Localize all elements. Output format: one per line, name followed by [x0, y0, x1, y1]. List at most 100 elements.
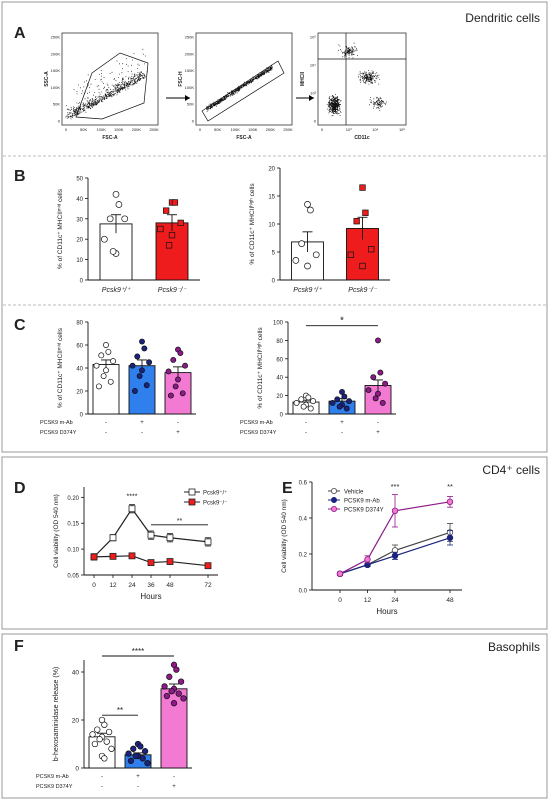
y-tick-label: 0 — [80, 413, 84, 419]
legend-marker — [188, 498, 196, 506]
x-category-label: Pcsk9⁻/⁻ — [158, 287, 188, 294]
y-axis-label: % of CD11c⁺ MHCIIᵐⁱᵈ cells — [56, 188, 64, 269]
data-point — [292, 257, 300, 264]
treatment-sign: - — [141, 430, 143, 436]
significance-label: ** — [447, 482, 453, 491]
flow-xtick-label: 0 — [65, 127, 68, 132]
treatment-sign: - — [105, 420, 107, 426]
significance-label: *** — [391, 482, 400, 491]
flow-gate — [75, 52, 149, 120]
y-tick-label: 15 — [268, 195, 275, 201]
gating-arrow-head — [309, 95, 314, 101]
data-point — [131, 388, 138, 394]
x-tick-label: 36 — [147, 582, 155, 589]
panel-letter-e: E — [282, 480, 293, 497]
data-point — [204, 538, 212, 546]
flow-xtick-label: 150K — [114, 127, 124, 132]
y-tick-label: 40 — [76, 197, 83, 203]
data-point — [307, 206, 314, 214]
y-tick-label: 0.0 — [299, 589, 308, 595]
y-tick-label: 60 — [76, 344, 83, 350]
legend-e: Vehicle PCSK9 m-Ab PCSK9 D374Y — [328, 487, 384, 514]
frame-dendritic — [1, 1, 548, 453]
y-tick-label: 20 — [76, 390, 83, 396]
data-point — [175, 690, 182, 697]
data-point — [101, 721, 108, 728]
flow-ytick-label: 200K — [51, 51, 61, 56]
y-tick-label: 0.6 — [299, 481, 308, 487]
data-point — [382, 380, 389, 387]
chart-D: 0.05 0.10 0.15 0.20 Cell viability (OD 540 n… — [53, 487, 227, 601]
data-point — [304, 201, 311, 208]
y-axis-label: % of CD11c⁺ MHCIIᵐⁱᵈ cells — [56, 327, 64, 408]
treatment-row-label: PCSK9 D374Y — [36, 784, 73, 790]
data-point — [300, 403, 307, 410]
x-tick-label: 72 — [204, 582, 212, 589]
legend-marker — [330, 496, 337, 503]
flow-xtick-label: 50K — [80, 127, 87, 132]
flow-plot-frame — [61, 32, 159, 126]
data-point — [177, 350, 184, 356]
treatment-sign: + — [172, 784, 176, 790]
y-tick-label: 40 — [72, 670, 80, 677]
treatment-sign: - — [137, 784, 139, 790]
data-point — [144, 760, 151, 767]
data-point — [129, 362, 136, 369]
legend-label: PCSK9 D374Y — [344, 508, 384, 514]
data-point — [110, 358, 117, 365]
data-point — [310, 398, 317, 405]
data-point — [139, 755, 146, 762]
y-tick-label: 10 — [268, 223, 275, 229]
flow-xtick-label: 150K — [248, 127, 258, 132]
significance-label: ** — [117, 706, 123, 715]
flow-events — [326, 42, 387, 117]
flow-ytick-label: 200K — [185, 51, 195, 56]
data-point — [293, 400, 300, 406]
data-point — [182, 362, 189, 369]
frame-basophils — [1, 633, 548, 799]
data-point — [165, 368, 172, 375]
data-point — [329, 400, 336, 406]
data-point — [168, 231, 176, 239]
treatment-sign: + — [140, 420, 144, 426]
data-point — [339, 388, 345, 395]
data-point — [136, 373, 143, 379]
treatment-sign: + — [376, 430, 380, 436]
gating-arrow-head — [185, 95, 190, 101]
treatment-sign: - — [377, 420, 379, 426]
data-point — [175, 376, 181, 383]
x-category-label: Pcsk9⁻/⁻ — [348, 287, 378, 294]
y-tick-label: 5 — [272, 251, 276, 257]
data-point — [304, 262, 311, 270]
y-tick-label: 0 — [75, 766, 79, 773]
flow-ytick-label: 150K — [185, 68, 195, 73]
data-point — [166, 673, 173, 680]
significance-label: **** — [127, 493, 138, 500]
data-point — [103, 367, 109, 374]
flow-xtick-label: 10⁵ — [399, 127, 405, 132]
legend-label: Pcsk9⁻/⁻ — [203, 501, 227, 507]
x-axis-label: Hours — [140, 592, 161, 601]
section-title-basophils: Basophils — [488, 640, 540, 654]
data-point — [161, 683, 168, 690]
flow-xtick-label: 100K — [97, 127, 107, 132]
legend-d: Pcsk9⁺/⁺ Pcsk9⁻/⁻ — [184, 488, 227, 507]
legend-label: Pcsk9⁺/⁺ — [203, 490, 227, 497]
treatment-row-label: PCSK9 D374Y — [240, 430, 277, 436]
data-point — [105, 728, 113, 736]
y-tick-label: 40 — [276, 376, 283, 382]
data-point — [137, 743, 144, 750]
y-tick-label: 80 — [76, 321, 83, 327]
flow-xaxis-label: FSC-A — [102, 135, 118, 141]
flow-xtick-label: 100K — [231, 127, 241, 132]
series-line — [339, 537, 451, 575]
y-tick-label: 0.2 — [299, 553, 308, 559]
data-point — [359, 262, 366, 270]
flow-plot-frame — [317, 32, 407, 126]
data-point — [125, 750, 132, 757]
series-line — [339, 501, 451, 575]
data-point — [112, 190, 120, 198]
treatment-sign: - — [341, 430, 343, 436]
data-point — [167, 392, 174, 399]
treatment-row-label: PCSK9 m-Ab — [36, 774, 69, 780]
